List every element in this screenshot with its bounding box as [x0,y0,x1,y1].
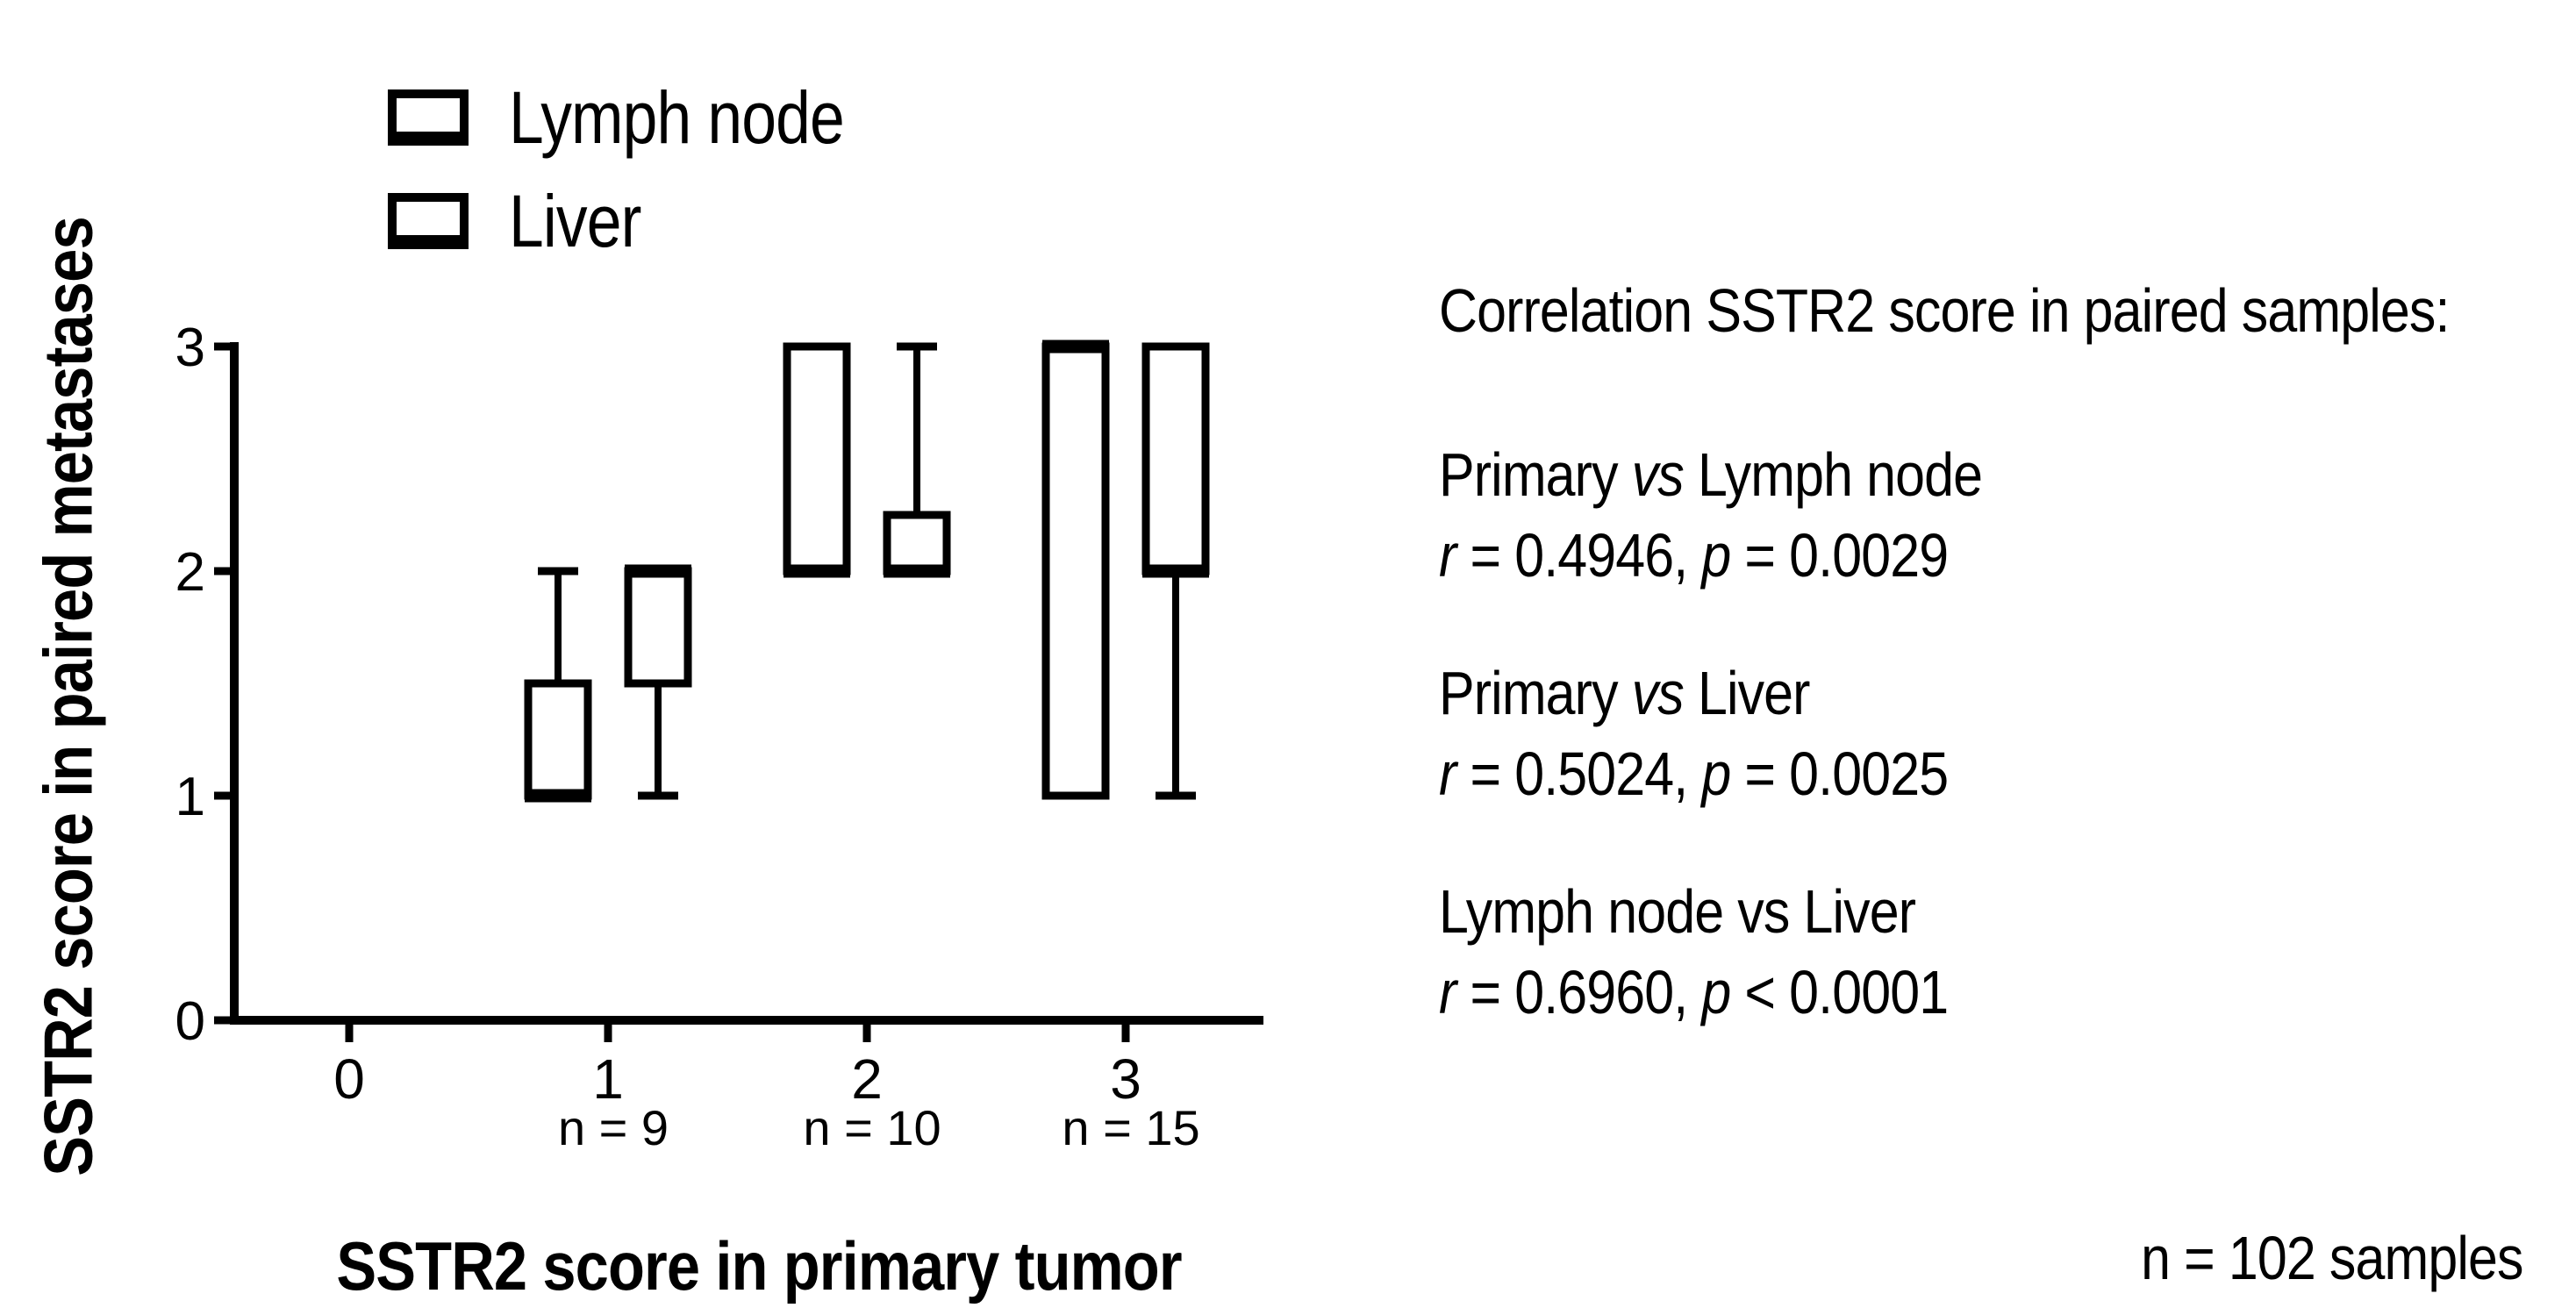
correlation-stats: Correlation SSTR2 score in paired sample… [1439,270,2544,1090]
correlation-stats-values: r = 0.5024, p = 0.0025 [1439,733,2401,814]
group-count-label-x1: n = 9 [558,1100,669,1155]
italic-text-run: vs [1631,440,1685,509]
text-run: Primary [1439,659,1632,727]
lymph-node-box-icon [388,89,469,146]
correlation-entry-lymph-node-vs-liver: Lymph node vs Liver r = 0.6960, p < 0.00… [1439,871,2544,1033]
liver-box-icon [388,193,469,249]
box-liver-x2 [883,511,951,575]
italic-text-run: r [1439,958,1456,1026]
italic-text-run: vs [1631,659,1685,727]
y-tick-label-1: 1 [175,767,205,827]
legend-item-liver: Liver [388,184,903,258]
italic-text-run: p [1701,521,1731,590]
box-plot: 0 1 2 3 0 1 2 3 n = 9 n = 10 n = 15 [175,318,1263,1155]
box-lymph-node-x2 [783,342,851,575]
box-liver-x1 [624,567,692,688]
text-run: Lymph node vs Liver [1439,877,1916,946]
y-tick-label-3: 3 [175,318,205,378]
total-sample-count: n = 102 samples [2141,1224,2523,1292]
text-run: = 0.5024, [1456,740,1702,808]
legend-label: Liver [509,180,641,262]
italic-text-run: r [1439,740,1456,808]
x-tick-label-1: 1 [592,1047,624,1111]
legend: Lymph node Liver [388,81,903,297]
legend-item-lymph-node: Lymph node [388,81,903,154]
legend-label: Lymph node [509,76,845,159]
group-count-label-x3: n = 15 [1062,1100,1199,1155]
text-run: = 0.0025 [1730,740,1949,808]
text-run: = 0.4946, [1456,521,1702,590]
y-axis-title: SSTR2 score in paired metastases [29,217,107,1176]
text-run: < 0.0001 [1730,958,1949,1026]
text-run: Lymph node [1683,440,1983,509]
x-tick-label-3: 3 [1110,1047,1141,1111]
correlation-pair-label: Lymph node vs Liver [1439,871,2401,952]
text-run: Liver [1683,659,1811,727]
y-tick-label-0: 0 [175,991,205,1052]
text-run: = 0.6960, [1456,958,1702,1026]
correlation-entry-primary-vs-liver: Primary vs Liver r = 0.5024, p = 0.0025 [1439,653,2544,814]
group-count-label-x2: n = 10 [803,1100,941,1155]
box-liver-x3 [1141,342,1210,575]
correlation-entry-primary-vs-lymph-node: Primary vs Lymph node r = 0.4946, p = 0.… [1439,434,2544,596]
x-tick-label-0: 0 [333,1047,365,1111]
italic-text-run: p [1701,958,1731,1026]
box-lymph-node-x3 [1041,342,1110,800]
y-tick-label-2: 2 [175,542,205,603]
correlation-pair-label: Primary vs Lymph node [1439,434,2401,515]
correlation-stats-values: r = 0.6960, p < 0.0001 [1439,952,2401,1033]
correlation-stats-values: r = 0.4946, p = 0.0029 [1439,515,2401,596]
italic-text-run: p [1701,740,1731,808]
correlation-title: Correlation SSTR2 score in paired sample… [1439,276,2450,345]
italic-text-run: r [1439,521,1456,590]
text-run: Primary [1439,440,1632,509]
text-run: = 0.0029 [1730,521,1949,590]
correlation-pair-label: Primary vs Liver [1439,653,2401,733]
x-tick-label-2: 2 [851,1047,883,1111]
box-lymph-node-x1 [524,679,592,800]
x-axis-title: SSTR2 score in primary tumor [336,1227,1182,1304]
